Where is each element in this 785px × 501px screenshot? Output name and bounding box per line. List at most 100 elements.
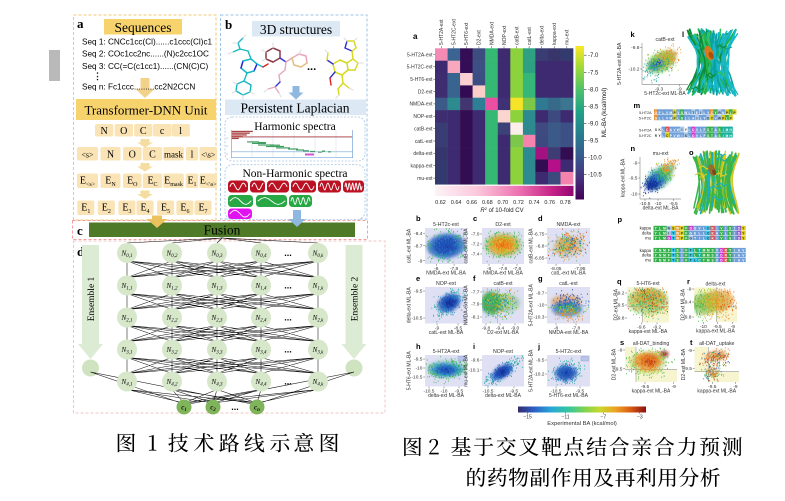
- svg-text:Experimental BA (kcal/mol): Experimental BA (kcal/mol): [547, 421, 617, 427]
- svg-text:D: D: [694, 227, 697, 231]
- svg-text:N: N: [668, 227, 671, 231]
- svg-text:D: D: [738, 227, 741, 231]
- svg-text:0.72: 0.72: [513, 200, 524, 206]
- svg-text:mu-ext: mu-ext: [653, 151, 669, 157]
- svg-text:C: C: [149, 150, 156, 161]
- svg-text:l: l: [191, 150, 194, 161]
- svg-text:W: W: [718, 117, 721, 121]
- svg-text:3D structures: 3D structures: [260, 22, 332, 37]
- svg-text:V: V: [720, 236, 723, 240]
- svg-text:5-HT2c-ext: 5-HT2c-ext: [433, 222, 459, 228]
- svg-text:S: S: [677, 254, 679, 258]
- svg-text:-8.5: -8.5: [454, 325, 463, 331]
- svg-text:M: M: [726, 128, 729, 132]
- svg-text:-10: -10: [537, 303, 544, 309]
- svg-text:N2,4: N2,4: [255, 314, 267, 324]
- svg-text:S: S: [685, 134, 687, 138]
- svg-text:Y: Y: [659, 134, 662, 138]
- svg-text:I: I: [697, 117, 698, 121]
- svg-text:I: I: [699, 236, 700, 240]
- svg-text:a: a: [77, 16, 84, 31]
- svg-text:T: T: [672, 254, 674, 258]
- svg-text:L: L: [689, 111, 691, 115]
- svg-text:-7.0: -7.0: [588, 53, 599, 59]
- svg-text:I: I: [734, 231, 735, 235]
- svg-text:-7.8: -7.8: [450, 266, 459, 272]
- svg-text:0.68: 0.68: [482, 200, 493, 206]
- svg-text:0.74: 0.74: [529, 200, 540, 206]
- svg-text:...: ...: [284, 313, 292, 323]
- svg-text:I: I: [734, 254, 735, 258]
- svg-text:-8.7: -8.7: [414, 243, 423, 249]
- svg-text:D2-ext: D2-ext: [495, 222, 511, 228]
- svg-text:-9: -9: [687, 287, 692, 293]
- svg-text:-9.5: -9.5: [641, 384, 650, 390]
- svg-text:V: V: [674, 128, 677, 132]
- svg-text:-6.75: -6.75: [533, 232, 544, 238]
- svg-text:NMDA-ext ML-BA: NMDA-ext ML-BA: [426, 271, 466, 277]
- svg-text:-10.1: -10.1: [468, 368, 479, 374]
- svg-text:Fusion: Fusion: [204, 223, 241, 238]
- svg-text:Ensemble 1: Ensemble 1: [87, 276, 97, 321]
- svg-text:C: C: [666, 128, 669, 132]
- svg-text:5-HT2A-ext ML-BA: 5-HT2A-ext ML-BA: [529, 349, 535, 392]
- svg-text:N3,4: N3,4: [255, 346, 267, 356]
- svg-text:M: M: [663, 231, 666, 235]
- svg-text:-9.5: -9.5: [614, 366, 623, 372]
- svg-text:K: K: [711, 231, 714, 235]
- svg-text:g: g: [538, 274, 543, 283]
- svg-text:A: A: [716, 231, 719, 235]
- svg-text:b: b: [225, 17, 232, 32]
- svg-text:-9.5: -9.5: [510, 388, 519, 394]
- svg-text:Seq n: Fc1ccc.........cc2N2CCN: Seq n: Fc1ccc.........cc2N2CCN: [82, 83, 195, 92]
- svg-text:EN: EN: [105, 176, 116, 189]
- svg-text:P: P: [674, 117, 677, 121]
- svg-text:-6.85: -6.85: [533, 256, 544, 262]
- svg-text:N2,1: N2,1: [121, 314, 133, 324]
- svg-text:5-HT2A-ext: 5-HT2A-ext: [439, 19, 445, 45]
- svg-text:-9.5: -9.5: [616, 303, 625, 309]
- svg-text:L: L: [694, 258, 696, 262]
- svg-text:T: T: [699, 249, 701, 253]
- svg-text:R: R: [655, 134, 658, 138]
- svg-text:mu: mu: [645, 236, 651, 241]
- svg-text:-9.5: -9.5: [414, 357, 423, 363]
- svg-text:P: P: [733, 111, 736, 115]
- svg-text:L: L: [659, 227, 661, 231]
- svg-text:C: C: [707, 231, 710, 235]
- svg-text:F: F: [685, 227, 687, 231]
- svg-text:E4: E4: [140, 203, 149, 216]
- svg-text:D2-ext ML-BA: D2-ext ML-BA: [681, 288, 687, 320]
- svg-text:-7.0: -7.0: [471, 232, 480, 238]
- svg-text:N4,4: N4,4: [255, 378, 267, 388]
- svg-text:M: M: [703, 249, 706, 253]
- svg-text:I: I: [734, 249, 735, 253]
- svg-text:l: l: [179, 126, 182, 137]
- svg-text:Y: Y: [685, 128, 688, 132]
- svg-text:C: C: [666, 134, 669, 138]
- svg-text:N1,2: N1,2: [166, 282, 178, 292]
- svg-text:-8: -8: [554, 325, 559, 331]
- svg-text:all-DAT_binding: all-DAT_binding: [633, 341, 670, 347]
- svg-text:...: ...: [307, 61, 316, 73]
- svg-text:M: M: [663, 249, 666, 253]
- svg-text:...: ...: [284, 248, 292, 258]
- svg-text:-7.6: -7.6: [513, 266, 522, 272]
- svg-text:<s>: <s>: [81, 151, 94, 160]
- svg-text:N0,1: N0,1: [121, 250, 133, 260]
- svg-text:L: L: [704, 111, 706, 115]
- svg-text:G: G: [668, 236, 671, 240]
- svg-text:N3,2: N3,2: [166, 346, 178, 356]
- svg-text:N2,2: N2,2: [166, 314, 178, 324]
- svg-text:0.76: 0.76: [544, 200, 555, 206]
- svg-text:NMDA-ext ML-BA: NMDA-ext ML-BA: [483, 271, 523, 277]
- svg-text:I: I: [700, 111, 701, 115]
- svg-text:Y: Y: [655, 249, 658, 253]
- svg-text:-9.6: -9.6: [637, 324, 646, 330]
- svg-text:E1: E1: [187, 176, 196, 189]
- svg-text:a: a: [413, 32, 418, 41]
- svg-text:E1: E1: [81, 203, 90, 216]
- svg-text:L: L: [689, 134, 691, 138]
- svg-text:delta-ext ML-BA: delta-ext ML-BA: [643, 206, 680, 212]
- svg-text:...: ...: [231, 402, 239, 412]
